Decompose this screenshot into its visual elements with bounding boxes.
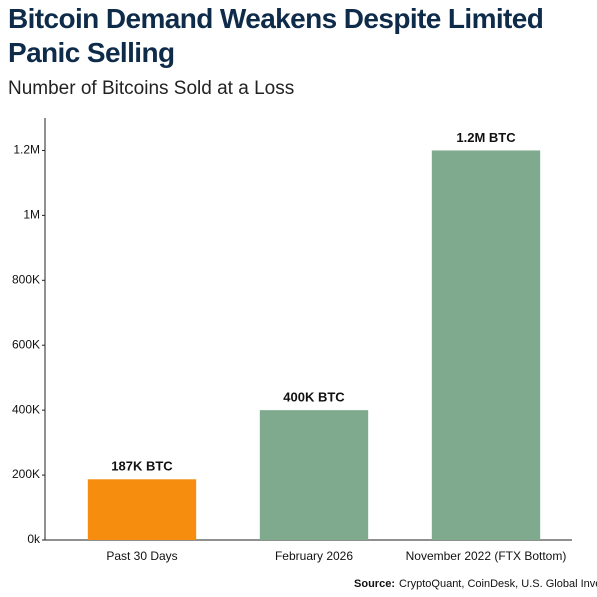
y-tick-label: 800K [12,272,40,286]
y-tick-label: 200K [12,467,40,481]
data-label: 187K BTC [111,459,173,474]
source-label: Source: [354,578,395,590]
y-tick-label: 1.2M [13,143,40,157]
y-tick-label: 600K [12,337,40,351]
x-tick-label: February 2026 [275,549,353,563]
y-tick-label: 0k [27,532,41,546]
data-label: 1.2M BTC [456,130,516,145]
data-label: 400K BTC [283,390,345,405]
x-tick-label: Past 30 Days [106,549,177,563]
source: CryptoQuant, CoinDesk, U.S. Global Inves… [399,578,597,590]
bar [259,410,369,540]
chart-title: Bitcoin Demand Weakens Despite Limited P… [8,3,544,68]
y-tick-label: 1M [23,208,40,222]
y-tick-label: 400K [12,402,40,416]
bar [87,479,197,540]
bar [431,150,541,540]
x-tick-label: November 2022 (FTX Bottom) [406,549,567,563]
chart-subtitle: Number of Bitcoins Sold at a Loss [8,78,295,99]
